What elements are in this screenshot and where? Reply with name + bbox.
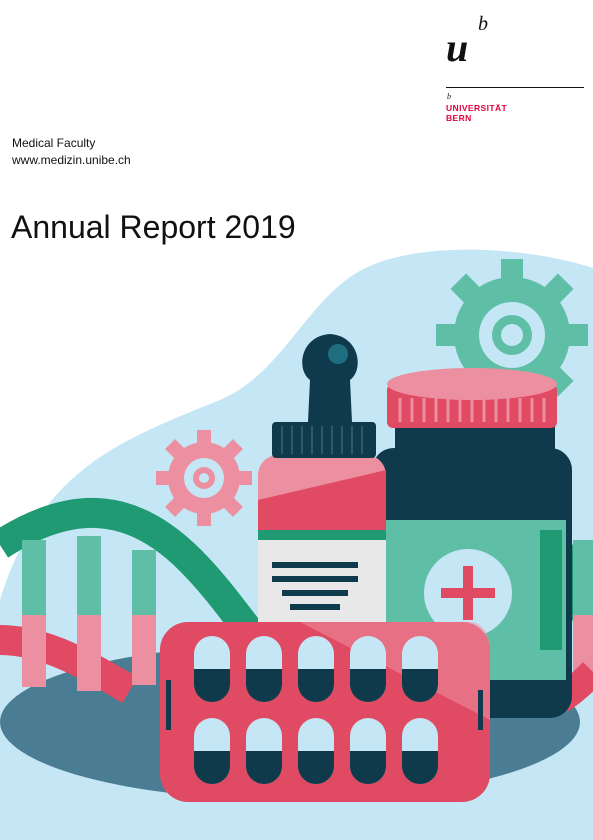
logo-mark-b: b [478, 13, 488, 35]
logo-university-name: UNIVERSITÄT BERN [446, 103, 507, 123]
university-logo: u b b UNIVERSITÄT BERN [446, 14, 586, 126]
logo-name-line1: UNIVERSITÄT [446, 103, 508, 113]
gear-icon [156, 430, 252, 526]
pill-capsules [194, 636, 438, 784]
logo-mark-u: u [446, 25, 469, 70]
faculty-url: www.medizin.unibe.ch [12, 153, 131, 167]
logo-small-b: b [447, 92, 451, 101]
faculty-name: Medical Faculty [12, 136, 96, 150]
logo-divider [446, 87, 584, 88]
dropper-bottle-icon [258, 334, 386, 655]
faculty-info: Medical Faculty www.medizin.unibe.ch [12, 135, 131, 169]
logo-name-line2: BERN [446, 113, 472, 123]
blister-pack-icon [160, 622, 490, 802]
cover-illustration [0, 249, 593, 840]
report-title: Annual Report 2019 [11, 209, 296, 245]
